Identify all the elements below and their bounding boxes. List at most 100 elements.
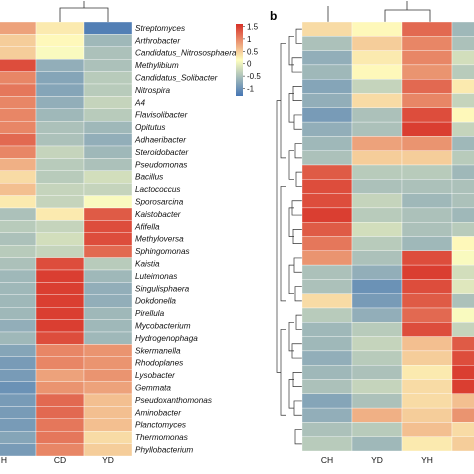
heatmap-cell: [83, 158, 133, 171]
heatmap-cell: [401, 264, 453, 280]
heatmap-cell: [83, 245, 133, 258]
heatmap-cell: [401, 307, 453, 323]
heatmap-cell: [351, 121, 403, 137]
heatmap-cell: [301, 64, 353, 80]
heatmap-cell: [451, 36, 474, 51]
row-label: Nitrospira: [135, 86, 170, 95]
row-label: Thermomonas: [135, 433, 188, 442]
heatmap-cell: [83, 431, 133, 444]
heatmap-cell: [35, 294, 85, 308]
heatmap-cell: [35, 269, 85, 283]
heatmap-cell: [351, 36, 403, 51]
heatmap-cell: [83, 71, 133, 85]
heatmap-cell: [35, 369, 85, 382]
heatmap-cell: [401, 293, 453, 309]
heatmap-cell: [0, 195, 37, 209]
heatmap-cell: [351, 379, 403, 394]
row-label: Lysobacter: [135, 371, 175, 380]
heatmap-cell: [35, 34, 85, 47]
heatmap-cell: [35, 307, 85, 320]
heatmap-cell: [401, 150, 453, 166]
heatmap-cell: [35, 83, 85, 97]
row-label: A4: [134, 98, 145, 107]
heatmap-cell: [351, 136, 403, 151]
row-label: Methyloversa: [135, 235, 184, 244]
heatmap-cell: [0, 83, 37, 97]
heatmap-cell: [35, 158, 85, 171]
heatmap-cell: [35, 170, 85, 184]
heatmap-cell: [83, 59, 133, 72]
heatmap-cell: [401, 236, 453, 251]
heatmap-cell: [301, 322, 353, 337]
heatmap-cell: [0, 133, 37, 147]
heatmap-cell: [401, 422, 453, 437]
heatmap-cell: [301, 79, 353, 94]
heatmap-cell: [351, 422, 403, 437]
heatmap-cell: [351, 407, 403, 423]
heatmap-cell: [35, 406, 85, 419]
heatmap-cell: [401, 222, 453, 237]
heatmap-cell: [451, 21, 474, 37]
heatmap-cell: [83, 83, 133, 97]
heatmap-cell: [401, 64, 453, 80]
heatmap-cell: [35, 46, 85, 60]
heatmap-cell: [0, 269, 37, 283]
heatmap-cell: [451, 79, 474, 94]
panel-b-heatmap: CH YD YH: [301, 21, 474, 465]
heatmap-cell: [401, 393, 453, 409]
heatmap-cell: [451, 307, 474, 323]
heatmap-cell: [35, 145, 85, 159]
column-label: CH: [321, 455, 333, 465]
heatmap-cell: [301, 50, 353, 66]
heatmap-cell: [83, 170, 133, 184]
row-label: Kaistia: [135, 260, 160, 269]
heatmap-cell: [301, 293, 353, 309]
panel-a-heatmap: Streptomyces Arthrobacter Candidatus_Nitro…: [0, 21, 237, 465]
heatmap-cell: [301, 93, 353, 108]
heatmap-cell: [0, 145, 37, 159]
heatmap-cell: [401, 164, 453, 180]
heatmap-cell: [35, 195, 85, 209]
heatmap-cell: [451, 121, 474, 137]
heatmap-cell: [401, 179, 453, 194]
heatmap-cell: [35, 381, 85, 395]
heatmap-cell: [301, 222, 353, 237]
heatmap-cell: [83, 257, 133, 271]
heatmap-cell: [301, 365, 353, 380]
heatmap-cell: [83, 145, 133, 159]
row-label: Lactococcus: [135, 185, 181, 194]
heatmap-cell: [401, 379, 453, 394]
heatmap-cell: [451, 207, 474, 223]
heatmap-cell: [451, 350, 474, 366]
heatmap-cell: [35, 356, 85, 370]
heatmap-cell: [351, 336, 403, 352]
heatmap-cell: [0, 381, 37, 395]
heatmap-cell: [0, 71, 37, 85]
heatmap-cell: [301, 21, 353, 37]
heatmap-cell: [451, 136, 474, 151]
heatmap-cell: [83, 381, 133, 395]
heatmap-cell: [351, 193, 403, 209]
heatmap-cell: [301, 107, 353, 123]
heatmap-cell: [401, 207, 453, 223]
heatmap-cell: [451, 107, 474, 123]
row-label: Afifella: [134, 222, 160, 231]
heatmap-cell: [0, 319, 37, 333]
heatmap-cell: [451, 407, 474, 423]
heatmap-cell: [451, 50, 474, 66]
heatmap-cell: [35, 431, 85, 444]
heatmap-cell: [401, 79, 453, 94]
heatmap-cell: [0, 59, 37, 72]
heatmap-cell: [0, 183, 37, 196]
color-scale-tick: 0.5: [247, 47, 259, 56]
heatmap-cell: [451, 64, 474, 80]
heatmap-cell: [0, 356, 37, 370]
heatmap-cell: [351, 21, 403, 37]
heatmap-cell: [83, 319, 133, 333]
heatmap-cell: [451, 365, 474, 380]
heatmap-cell: [351, 350, 403, 366]
heatmap-cell: [451, 236, 474, 251]
row-label: Sphingomonas: [135, 247, 190, 256]
heatmap-cell: [301, 36, 353, 51]
heatmap-cell: [0, 257, 37, 271]
